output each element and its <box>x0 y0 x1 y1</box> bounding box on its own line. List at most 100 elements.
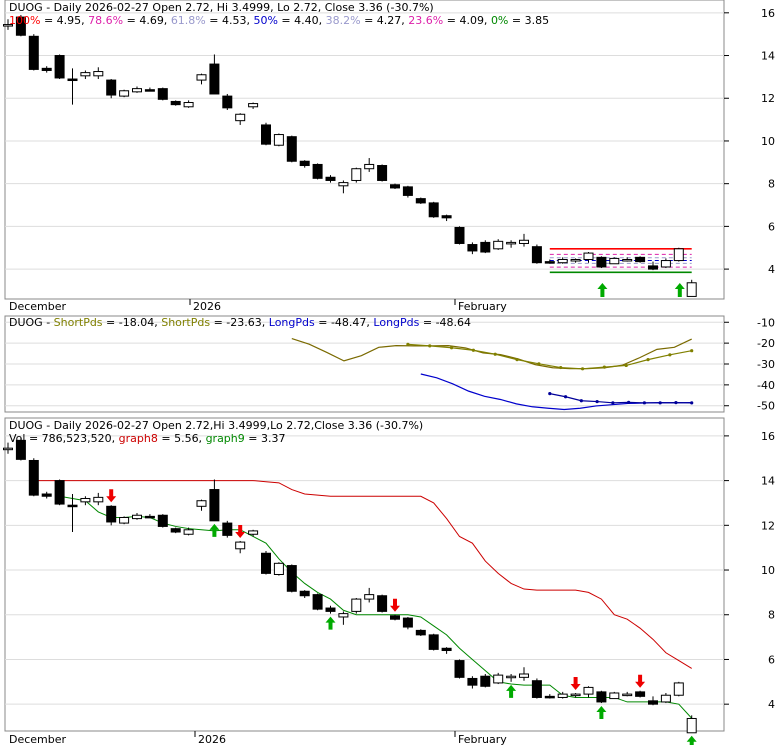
candle-body <box>312 163 323 179</box>
legend-value: = 5.56, <box>158 432 206 445</box>
candle-body <box>3 24 13 27</box>
candle-body <box>570 258 581 262</box>
candle-body <box>119 516 130 524</box>
candle-body <box>273 562 284 575</box>
candle-body <box>673 248 684 262</box>
candle-body <box>67 78 78 82</box>
legend-label: 0% <box>491 14 508 27</box>
candle-body <box>41 67 52 71</box>
candle-body <box>519 673 529 678</box>
panel3-candles <box>3 438 697 734</box>
candle-body <box>325 176 336 181</box>
x-label-december: December <box>9 300 67 313</box>
candle-body <box>222 522 233 536</box>
candle-body <box>454 226 465 244</box>
legend-value: = 3.37 <box>245 432 286 445</box>
candle-body <box>248 103 259 108</box>
legend-label: Vol <box>9 432 25 445</box>
price-candles <box>3 14 697 297</box>
y-tick-label: -50 <box>757 400 775 413</box>
y-tick-label: -30 <box>757 358 775 371</box>
candle-body <box>622 258 633 262</box>
candle-body <box>596 691 607 703</box>
legend-label: ShortPds <box>161 316 210 329</box>
candle-body <box>415 198 426 204</box>
candle-body <box>596 256 607 268</box>
price-panel: 4 6 8 10 12 14 16 DUOG - Daily 2026-02-27 Open… <box>3 0 775 313</box>
candle-body <box>157 88 168 100</box>
y-tick-label: 16 <box>761 430 775 443</box>
pds-series-dot <box>690 349 694 353</box>
candle-body <box>364 594 375 600</box>
price-header: DUOG - Daily 2026-02-27 Open 2.72, Hi 3.… <box>9 1 434 14</box>
y-tick-label: -20 <box>757 337 775 350</box>
candle-body <box>660 694 671 703</box>
candle-body <box>144 515 155 519</box>
candle-body <box>157 514 168 527</box>
fibonacci-legend: 100% = 4.95, 78.6% = 4.69, 61.8% = 4.53,… <box>9 14 549 27</box>
candle-body <box>544 695 555 699</box>
legend-value: = -48.64 <box>419 316 471 329</box>
candle-body <box>132 88 142 93</box>
candle-body <box>544 261 555 264</box>
x-label-february: February <box>458 300 507 313</box>
pds-y-axis: -10 -20 -30 -40 -50 <box>724 316 775 413</box>
candle-body <box>570 693 581 697</box>
candle-body <box>441 215 452 219</box>
candle-body <box>235 113 246 122</box>
candle-body <box>648 700 658 705</box>
panel3-header: DUOG - Daily 2026-02-27 Open 2.72,Hi 3.4… <box>9 419 423 432</box>
pds-series-dot <box>624 363 628 368</box>
candle-body <box>222 95 233 109</box>
candle-body <box>15 16 26 36</box>
candle-body <box>312 594 323 610</box>
volume-panel-frame <box>4 417 725 732</box>
legend-value: = -48.47, <box>315 316 374 329</box>
candle-body <box>519 239 529 244</box>
candle-body <box>3 447 13 451</box>
pds-series-dot <box>471 348 475 352</box>
candle-body <box>428 202 439 218</box>
y-tick-label: 6 <box>768 220 775 233</box>
candle-body <box>364 163 375 170</box>
pds-series-dot <box>559 365 563 370</box>
candle-body <box>209 489 220 522</box>
candle-body <box>351 168 362 181</box>
volume-legend: Vol = 786,523,520, graph8 = 5.56, graph9… <box>9 432 285 445</box>
pds-series-dot <box>449 346 454 350</box>
candle-body <box>67 504 78 508</box>
candle-body <box>261 552 271 574</box>
sell-arrow-icon <box>390 598 400 612</box>
candle-body <box>93 496 104 503</box>
pds-legend: DUOG - ShortPds = -18.04, ShortPds = -23… <box>9 316 471 329</box>
candle-body <box>390 184 400 189</box>
pds-series-dot <box>602 365 606 369</box>
candle-body <box>686 282 697 297</box>
y-tick-label: 12 <box>761 519 775 532</box>
legend-label: 50% <box>253 14 277 27</box>
candle-body <box>144 89 155 92</box>
candle-body <box>660 260 671 268</box>
candle-body <box>351 598 362 612</box>
candle-body <box>93 71 104 77</box>
candle-body <box>428 634 439 650</box>
candle-body <box>209 63 220 95</box>
buy-arrow-icon <box>674 283 685 297</box>
candle-body <box>235 541 246 550</box>
sell-arrow-icon <box>235 524 246 538</box>
price-gridlines <box>5 12 724 270</box>
legend-value: = 4.40, <box>278 14 326 27</box>
candle-body <box>377 165 388 181</box>
y-tick-label: 12 <box>761 92 775 105</box>
candle-body <box>325 607 336 612</box>
candle-body <box>106 505 117 523</box>
sell-arrow-icon <box>106 489 117 503</box>
candle-body <box>583 252 594 260</box>
pds-series-dot <box>690 401 694 405</box>
pds-series-dot <box>674 401 678 405</box>
buy-arrow-icon <box>597 283 608 297</box>
y-tick-label: 6 <box>768 653 775 666</box>
legend-value: = 4.27, <box>361 14 409 27</box>
y-tick-label: 4 <box>768 263 775 276</box>
sell-arrow-icon <box>635 674 646 688</box>
